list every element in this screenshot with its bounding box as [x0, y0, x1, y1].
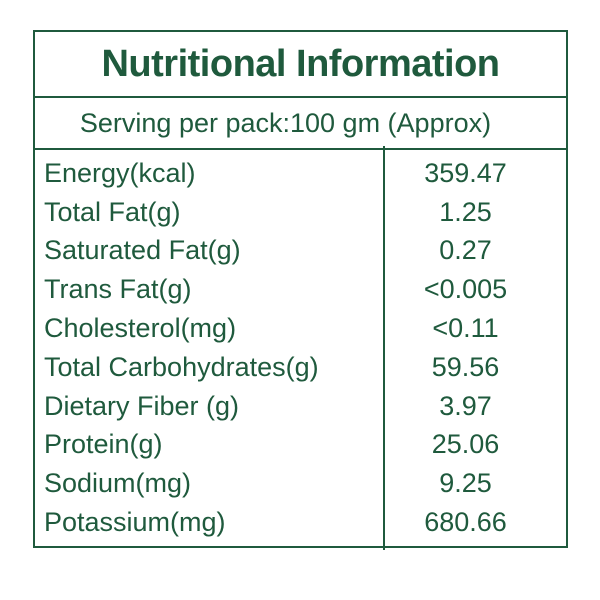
nutrient-value: 25.06	[431, 429, 500, 460]
table-row: Total Fat(g) 1.25	[35, 193, 566, 232]
nutrient-label: Cholesterol(mg)	[44, 313, 237, 344]
table-row: Sodium(mg) 9.25	[35, 464, 566, 503]
nutrient-value: 9.25	[439, 468, 492, 499]
nutrient-label: Trans Fat(g)	[44, 274, 192, 305]
nutrient-label: Sodium(mg)	[44, 468, 192, 499]
table-row: Energy(kcal) 359.47	[35, 154, 566, 193]
table-row: Total Carbohydrates(g) 59.56	[35, 348, 566, 387]
serving-info-row: Serving per pack:100 gm (Approx)	[35, 98, 566, 150]
nutrient-value: 359.47	[424, 157, 507, 188]
nutrient-label: Protein(g)	[44, 429, 163, 460]
nutrient-label: Potassium(mg)	[44, 507, 226, 538]
nutrient-value: 0.27	[439, 235, 492, 266]
nutrient-value: <0.11	[432, 313, 499, 344]
table-row: Dietary Fiber (g) 3.97	[35, 387, 566, 426]
table-row: Saturated Fat(g) 0.27	[35, 232, 566, 271]
nutrient-label: Total Fat(g)	[44, 196, 181, 227]
nutrient-value: 3.97	[439, 390, 492, 421]
table-row: Potassium(mg) 680.66	[35, 503, 566, 542]
nutrient-value: 59.56	[431, 351, 500, 382]
nutrient-value: 1.25	[439, 196, 492, 227]
table-row: Protein(g) 25.06	[35, 426, 566, 465]
table-row: Trans Fat(g) <0.005	[35, 270, 566, 309]
page-title: Nutritional Information	[101, 42, 500, 85]
nutrient-label: Energy(kcal)	[44, 157, 196, 188]
nutrient-label: Saturated Fat(g)	[44, 235, 241, 266]
table-row: Cholesterol(mg) <0.11	[35, 309, 566, 348]
nutrient-value: 680.66	[424, 507, 507, 538]
nutrition-label: Nutritional Information Serving per pack…	[33, 30, 568, 550]
nutrient-label: Dietary Fiber (g)	[44, 390, 240, 421]
label-header: Nutritional Information	[35, 32, 566, 98]
nutrient-value: <0.005	[423, 274, 508, 305]
serving-text: Serving per pack:100 gm (Approx)	[79, 107, 492, 138]
nutrient-label: Total Carbohydrates(g)	[44, 351, 319, 382]
nutrition-table: Energy(kcal) 359.47 Total Fat(g) 1.25 Satura…	[35, 146, 566, 550]
